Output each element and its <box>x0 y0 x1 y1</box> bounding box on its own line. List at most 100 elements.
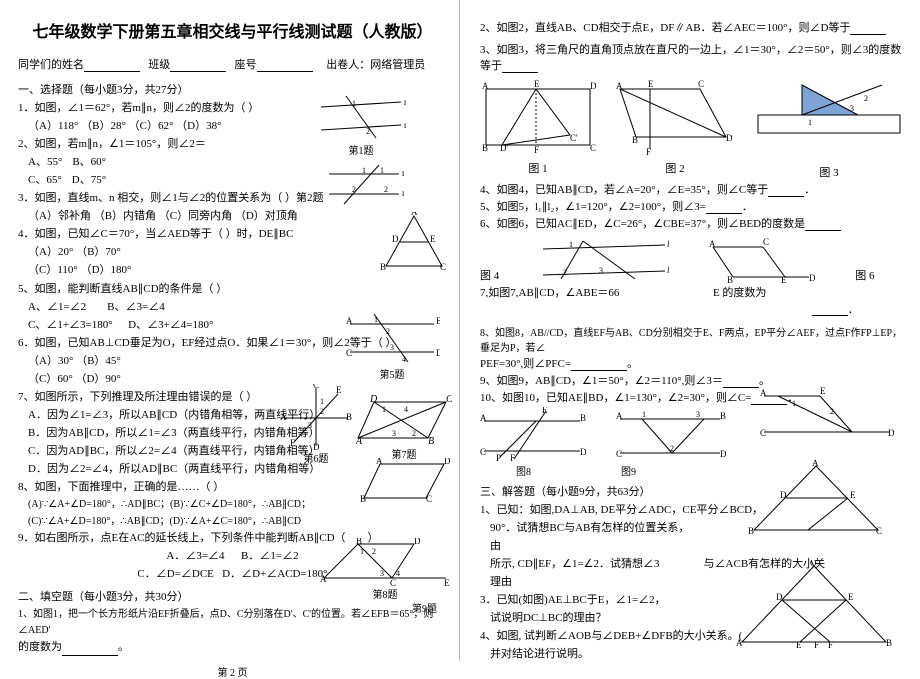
q5d: D、∠3+∠4=180° <box>128 319 213 331</box>
svg-text:B: B <box>580 413 586 423</box>
rq2-blank[interactable] <box>850 23 886 35</box>
rq5-text: 5、如图5，l₁∥l₂，∠1=120°，∠2=100°，则∠3= <box>480 201 706 213</box>
fig9-label: 图9 <box>621 463 636 478</box>
svg-text:D: D <box>414 538 421 546</box>
svg-text:C: C <box>480 447 486 457</box>
figs-row1: AEDBFCD'C' 图 1 ACBDEF 图 2 312 图 3 <box>480 79 908 180</box>
class-label: 班级 <box>148 59 170 71</box>
svg-text:D: D <box>809 273 815 283</box>
q6-text: 6．如图，已知AB⊥CD垂足为O，EF经过点O．如果∠1＝30°，则∠2等于（ … <box>18 337 397 349</box>
fig2-label: 图 2 <box>610 160 740 176</box>
svg-text:2: 2 <box>563 268 567 277</box>
q8b: (B)∵∠C+∠D=180°，∴AB∥CD； <box>170 499 311 510</box>
fig9c-label: 第9题 <box>412 600 437 615</box>
svg-text:3: 3 <box>380 569 384 578</box>
q2d: D、75° <box>72 174 106 186</box>
svg-text:C': C' <box>570 133 578 143</box>
svg-text:B: B <box>632 135 638 145</box>
fig-lines: l₁l₂132 <box>539 237 669 283</box>
fig-q7: DCAB1342 第7题 <box>356 394 452 461</box>
svg-text:A: A <box>760 388 767 398</box>
svg-text:C: C <box>346 348 352 358</box>
svg-text:C: C <box>440 262 446 272</box>
svg-text:A: A <box>280 412 287 422</box>
q5: 5、如图，能判断直线AB∥CD的条件是（ ） <box>18 281 447 298</box>
svg-text:C: C <box>698 79 704 89</box>
rq7: 7,如图7,AB∥CD，∠ABE＝66 E 的度数为 <box>480 284 908 300</box>
svg-text:C: C <box>446 394 452 405</box>
svg-text:3: 3 <box>390 343 394 352</box>
svg-text:E: E <box>336 385 342 395</box>
s3q1d-text: 所示, CD∥EF，∠1=∠2．试猜想∠3 <box>490 558 660 570</box>
svg-text:2: 2 <box>864 94 868 103</box>
svg-text:2: 2 <box>384 185 388 194</box>
seat-blank[interactable] <box>257 60 313 72</box>
svg-text:O: O <box>810 560 817 568</box>
s2q1-blank[interactable] <box>62 644 118 656</box>
issuer: 网络管理员 <box>370 59 425 71</box>
rq5-blank[interactable] <box>706 202 742 214</box>
svg-text:3: 3 <box>308 421 312 430</box>
fig-q2: mn1212 <box>324 162 404 207</box>
seat-label: 座号 <box>235 59 257 71</box>
rq8-blank[interactable] <box>571 359 627 371</box>
rq9-blank[interactable] <box>723 376 759 388</box>
class-blank[interactable] <box>170 60 226 72</box>
lbl4: 图 4 <box>480 267 499 283</box>
q9c: C．∠D=∠DCE <box>137 568 213 580</box>
svg-text:E: E <box>430 234 436 244</box>
svg-text:A: A <box>356 436 363 446</box>
svg-text:D: D <box>720 449 726 459</box>
svg-text:D: D <box>369 394 378 405</box>
svg-text:A: A <box>346 316 353 326</box>
rq4-blank[interactable] <box>768 185 804 197</box>
name-blank[interactable] <box>84 60 140 72</box>
rq4-text: 4、如图4，已知AB∥CD，若∠A=20°，∠E=35°，则∠C等于 <box>480 184 768 196</box>
svg-text:D: D <box>888 428 895 438</box>
svg-text:4: 4 <box>396 569 400 578</box>
q9b: B．∠1=∠2 <box>241 550 299 562</box>
svg-text:B: B <box>360 494 366 504</box>
svg-text:1: 1 <box>792 399 796 408</box>
svg-text:A: A <box>709 239 716 249</box>
q9d: D．∠D+∠ACD=180° <box>222 568 327 580</box>
svg-text:B: B <box>720 411 726 421</box>
rq7-blank[interactable] <box>812 304 848 316</box>
svg-text:F: F <box>510 453 515 463</box>
svg-text:D: D <box>726 133 733 143</box>
header-fields: 同学们的姓名 班级 座号 出卷人：网络管理员 <box>18 56 447 72</box>
fig9-svg: ABCD132 <box>616 407 726 463</box>
svg-text:B: B <box>886 638 892 648</box>
left-column: 七年级数学下册第五章相交线与平行线测试题（人教版） 同学们的姓名 班级 座号 出… <box>0 0 460 661</box>
s2q1b-text: 的度数为 <box>18 641 62 653</box>
svg-text:B: B <box>727 275 733 283</box>
svg-text:1: 1 <box>352 99 356 108</box>
rq7a: 7,如图7,AB∥CD，∠ABE＝66 <box>480 287 619 299</box>
q2c: C、65° <box>28 174 62 186</box>
s3q1c: 由 <box>480 538 908 555</box>
q8a: (A)∵∠A+∠D=180°，∴AD∥BC； <box>28 499 170 510</box>
svg-text:3: 3 <box>696 410 700 419</box>
rq8b: PEF=30°,则∠PFC=。 <box>480 355 908 371</box>
svg-text:1: 1 <box>382 405 386 414</box>
svg-text:E: E <box>542 407 548 415</box>
fig1-label: 图 1 <box>480 160 596 176</box>
svg-text:2: 2 <box>386 327 390 336</box>
svg-text:D: D <box>436 348 440 358</box>
svg-text:C: C <box>616 449 622 459</box>
svg-text:m: m <box>404 97 406 107</box>
svg-text:1: 1 <box>642 410 646 419</box>
fig8-label: 图8 <box>516 463 531 478</box>
rq9-text: 9、如图9，AB∥CD，∠1＝50°，∠2＝110°,则∠3＝ <box>480 375 723 387</box>
rq3-blank[interactable] <box>502 61 538 73</box>
svg-text:A: A <box>480 413 487 423</box>
fig3: 312 图 3 <box>754 79 904 180</box>
rq6-blank[interactable] <box>805 219 841 231</box>
rq5: 5、如图5，l₁∥l₂，∠1=120°，∠2=100°，则∠3=． <box>480 198 908 214</box>
svg-text:C: C <box>390 578 396 586</box>
rq7-blank-row: ． <box>480 301 908 316</box>
svg-text:E: E <box>781 275 787 283</box>
svg-text:C: C <box>760 428 766 438</box>
fig-q1: mn12 第1题 <box>316 92 406 157</box>
svg-text:B: B <box>482 143 488 153</box>
